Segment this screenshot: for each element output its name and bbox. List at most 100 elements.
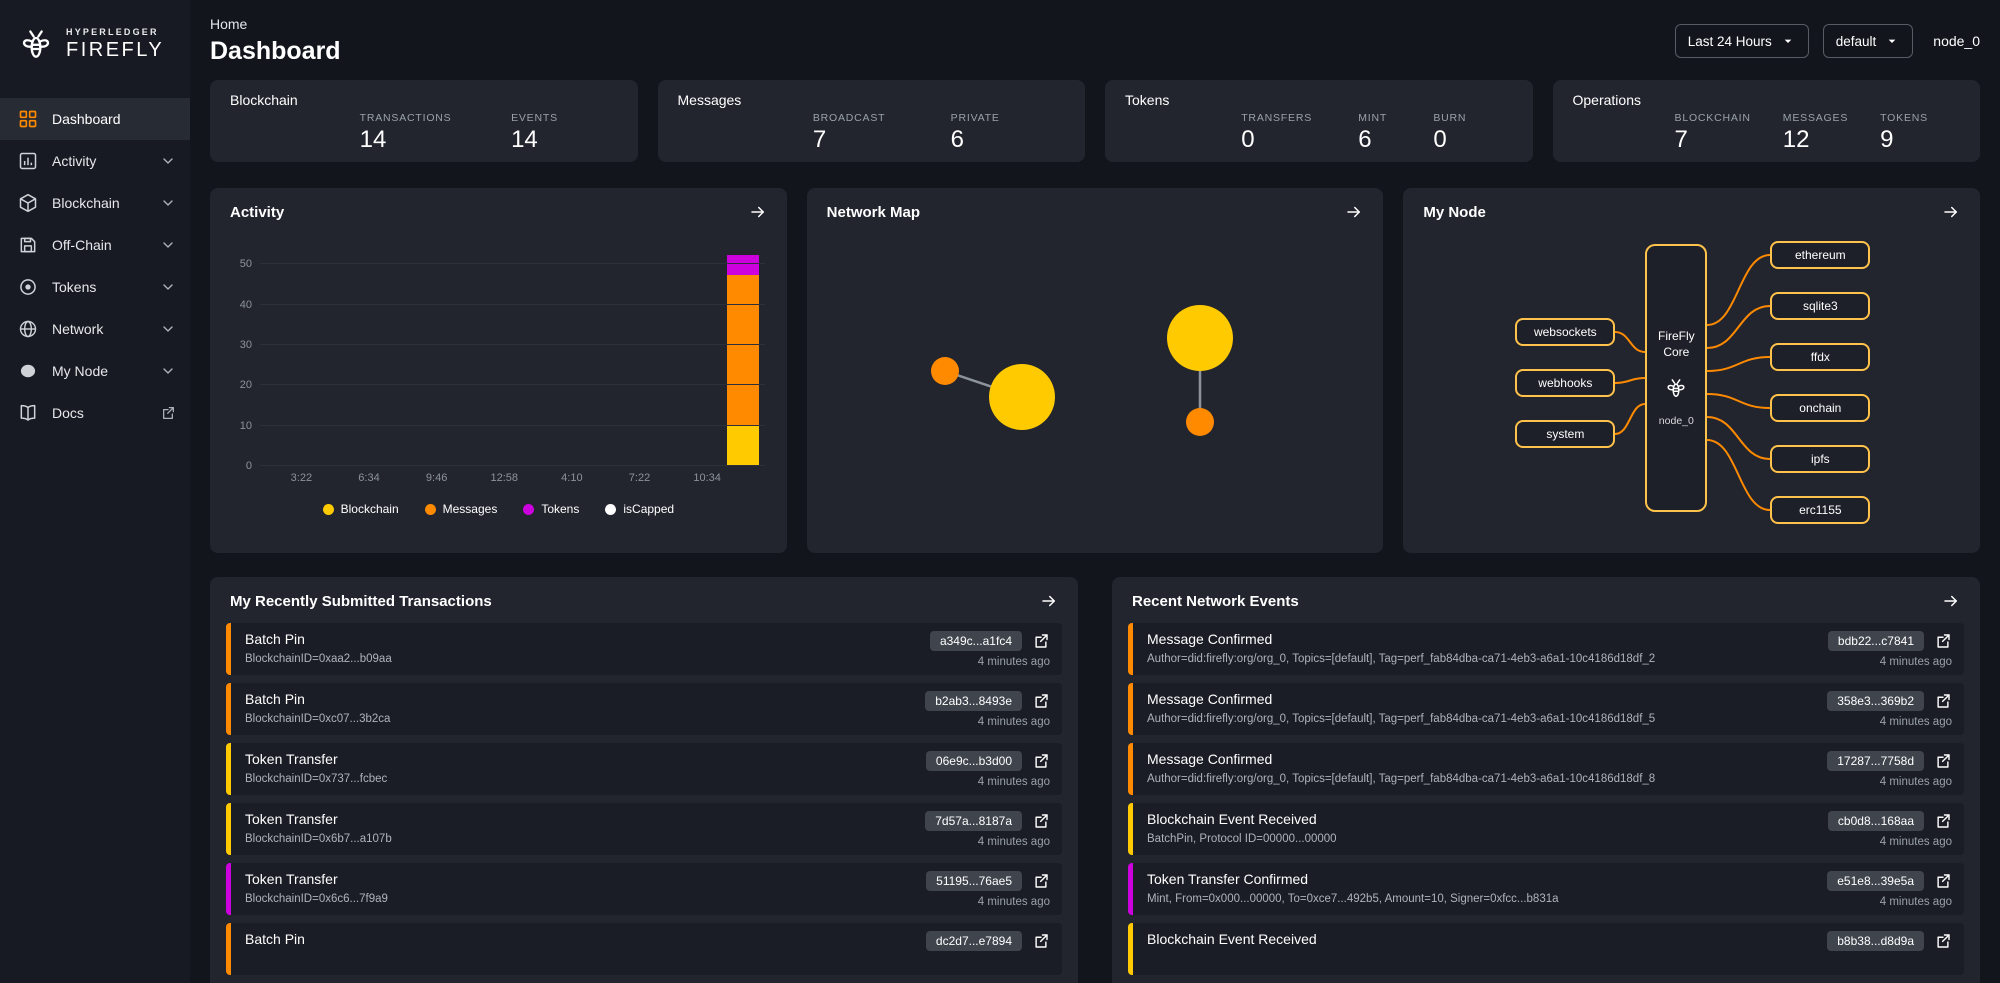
- time-filter-button[interactable]: Last 24 Hours: [1674, 24, 1809, 58]
- arrow-right-icon[interactable]: [1942, 592, 1960, 610]
- sidebar-item-docs[interactable]: Docs: [0, 392, 190, 434]
- transaction-row[interactable]: Token Transfer BlockchainID=0x737...fcbe…: [226, 743, 1062, 795]
- stat-card-title: Blockchain: [230, 92, 298, 108]
- namespace-label: default: [1835, 33, 1877, 49]
- sidebar-item-off-chain[interactable]: Off-Chain: [0, 224, 190, 266]
- open-external-icon[interactable]: [1934, 632, 1952, 650]
- legend-item-messages[interactable]: Messages: [424, 502, 497, 516]
- arrow-right-icon[interactable]: [749, 203, 767, 221]
- network-node-small[interactable]: [930, 357, 959, 385]
- events-list[interactable]: Message Confirmed Author=did:firefly:org…: [1112, 619, 1980, 983]
- open-external-icon[interactable]: [1934, 872, 1952, 890]
- plugin-box-webhooks: webhooks: [1515, 369, 1616, 397]
- hash-chip: e51e8...39e5a: [1827, 871, 1924, 891]
- stat-transfers: TRANSFERS 0: [1241, 112, 1312, 154]
- plugin-box-ffdx: ffdx: [1770, 343, 1871, 371]
- core-title-line1: FireFly: [1657, 329, 1695, 344]
- hash-chip: 358e3...369b2: [1827, 691, 1924, 711]
- stat-label: TRANSACTIONS: [359, 112, 452, 124]
- event-time: 4 minutes ago: [1879, 896, 1952, 908]
- open-external-icon[interactable]: [1934, 752, 1952, 770]
- chart-xtick-label: 7:22: [628, 472, 651, 484]
- open-external-icon[interactable]: [1934, 932, 1952, 950]
- legend-item-iscapped[interactable]: isCapped: [605, 502, 674, 516]
- open-external-icon[interactable]: [1032, 692, 1050, 710]
- transaction-row[interactable]: Batch Pin dc2d7...e7894: [226, 923, 1062, 975]
- stat-tokens: TOKENS 9: [1880, 112, 1928, 154]
- firefly-logo[interactable]: HYPERLEDGER FIREFLY: [0, 0, 190, 84]
- transaction-type: Batch Pin: [245, 691, 305, 707]
- sidebar-item-network[interactable]: Network: [0, 308, 190, 350]
- transaction-row[interactable]: Token Transfer BlockchainID=0x6b7...a107…: [226, 803, 1062, 855]
- activity-chart: 0 10 20 30 40 50: [240, 244, 765, 472]
- network-node-large[interactable]: [988, 364, 1055, 430]
- event-detail: BatchPin, Protocol ID=00000...00000: [1147, 833, 1337, 845]
- event-row[interactable]: Token Transfer Confirmed Mint, From=0x00…: [1128, 863, 1964, 915]
- transaction-row[interactable]: Token Transfer BlockchainID=0x6c6...7f9a…: [226, 863, 1062, 915]
- open-external-icon[interactable]: [1032, 872, 1050, 890]
- stat-label: BROADCAST: [812, 112, 886, 124]
- open-external-icon[interactable]: [1032, 812, 1050, 830]
- network-node-small[interactable]: [1185, 408, 1214, 436]
- sidebar-item-tokens[interactable]: Tokens: [0, 266, 190, 308]
- stat-mint: MINT 6: [1358, 112, 1387, 154]
- event-row[interactable]: Message Confirmed Author=did:firefly:org…: [1128, 683, 1964, 735]
- arrow-right-icon[interactable]: [1040, 592, 1058, 610]
- stat-value: 14: [359, 126, 387, 153]
- event-row[interactable]: Blockchain Event Received BatchPin, Prot…: [1128, 803, 1964, 855]
- blockchain-icon: [18, 193, 38, 213]
- chart-gridline: [260, 384, 765, 386]
- open-external-icon[interactable]: [1934, 692, 1952, 710]
- transaction-row[interactable]: Batch Pin BlockchainID=0xc07...3b2ca b2a…: [226, 683, 1062, 735]
- stat-label: EVENTS: [511, 112, 558, 124]
- stat-value: 6: [1358, 126, 1372, 153]
- event-row[interactable]: Message Confirmed Author=did:firefly:org…: [1128, 623, 1964, 675]
- breadcrumb[interactable]: Home: [210, 16, 248, 32]
- bar-segment-blockchain[interactable]: [726, 424, 759, 465]
- hash-chip: 17287...7758d: [1827, 751, 1924, 771]
- event-row[interactable]: Message Confirmed Author=did:firefly:org…: [1128, 743, 1964, 795]
- chart-x-axis: 3:22 6:34 9:46 12:58 4:10 7:22 10:34: [260, 472, 765, 488]
- chart-gridline: [260, 465, 765, 466]
- sidebar-item-blockchain[interactable]: Blockchain: [0, 182, 190, 224]
- legend-item-tokens[interactable]: Tokens: [523, 502, 579, 516]
- event-detail: Mint, From=0x000...00000, To=0xce7...492…: [1147, 893, 1559, 905]
- event-type: Message Confirmed: [1147, 751, 1273, 767]
- bar-segment-tokens[interactable]: [726, 255, 759, 276]
- stat-private: PRIVATE 6: [951, 112, 1000, 154]
- stat-card-messages: Messages BROADCAST 7 PRIVATE 6: [657, 80, 1085, 162]
- arrow-right-icon[interactable]: [1345, 203, 1363, 221]
- event-row[interactable]: Blockchain Event Received b8b38...d8d9a: [1128, 923, 1964, 975]
- bar-segment-messages[interactable]: [726, 275, 759, 425]
- chevron-down-icon: [160, 363, 176, 379]
- stat-label: BLOCKCHAIN: [1674, 112, 1751, 124]
- hash-chip: bdb22...c7841: [1827, 631, 1924, 651]
- open-external-icon[interactable]: [1032, 932, 1050, 950]
- event-type: Blockchain Event Received: [1147, 931, 1317, 947]
- open-external-icon[interactable]: [1032, 752, 1050, 770]
- sidebar-item-my-node[interactable]: My Node: [0, 350, 190, 392]
- transactions-list[interactable]: Batch Pin BlockchainID=0xaa2...b09aa a34…: [210, 619, 1078, 983]
- open-external-icon[interactable]: [1032, 632, 1050, 650]
- middle-panels-row: Activity 0 10 20 30 40 50 3:22 6:34 9:46 12:58 4:…: [210, 188, 1980, 553]
- sidebar-item-activity[interactable]: Activity: [0, 140, 190, 182]
- chart-xtick-label: 3:22: [290, 472, 313, 484]
- plugin-box-ethereum: ethereum: [1770, 241, 1871, 269]
- stat-value: 12: [1782, 126, 1810, 153]
- arrow-right-icon[interactable]: [1942, 203, 1960, 221]
- stat-card-title: Messages: [677, 92, 742, 108]
- sidebar-item-dashboard[interactable]: Dashboard: [0, 98, 190, 140]
- transaction-detail: BlockchainID=0x6b7...a107b: [245, 833, 392, 845]
- legend-item-blockchain[interactable]: Blockchain: [322, 502, 399, 516]
- sidebar-nav: Dashboard Activity Blockchain Off-Chain …: [0, 98, 190, 434]
- event-type: Token Transfer Confirmed: [1147, 871, 1309, 887]
- transaction-row[interactable]: Batch Pin BlockchainID=0xaa2...b09aa a34…: [226, 623, 1062, 675]
- namespace-button[interactable]: default: [1822, 24, 1914, 58]
- off-chain-icon: [18, 235, 38, 255]
- open-external-icon[interactable]: [1934, 812, 1952, 830]
- hash-chip: 51195...76ae5: [926, 871, 1022, 891]
- sidebar-item-label: Tokens: [52, 279, 97, 295]
- firefly-bee-icon: [16, 24, 56, 64]
- network-node-large[interactable]: [1166, 305, 1233, 371]
- header-controls: Last 24 Hours default node_0: [1674, 24, 1980, 58]
